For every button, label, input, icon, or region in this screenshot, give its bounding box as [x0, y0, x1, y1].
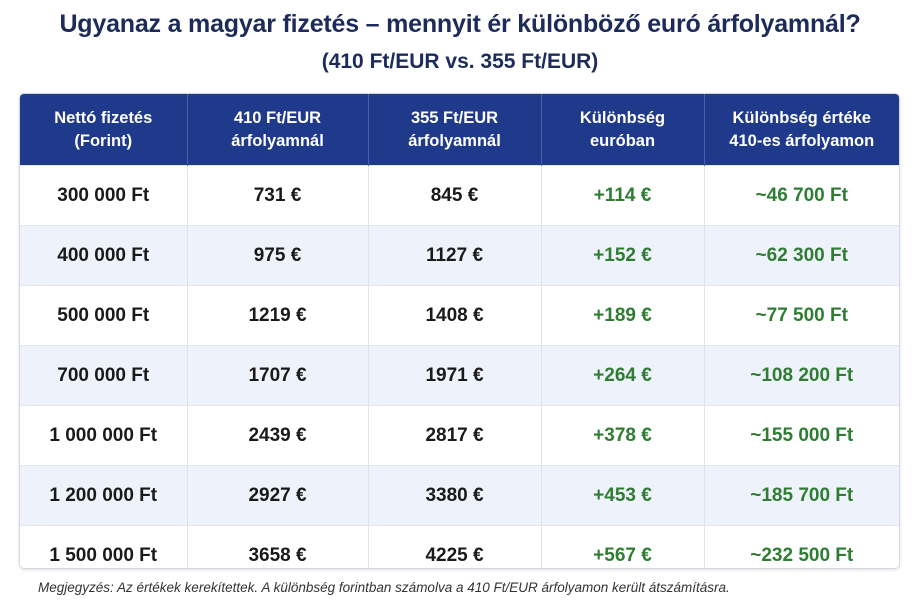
header-line: Nettó fizetés	[54, 108, 153, 127]
cell-net-salary: 500 000 Ft	[20, 285, 188, 346]
cell-diff-eur: +567 €	[541, 525, 705, 568]
table-row: 1 200 000 Ft 2927 € 3380 € +453 € ~185 7…	[20, 465, 899, 526]
cell-eur-410: 2927 €	[187, 465, 369, 526]
cell-eur-410: 1707 €	[187, 345, 369, 406]
cell-eur-355: 2817 €	[368, 405, 542, 466]
header-row: Nettó fizetés (Forint) 410 Ft/EUR árfoly…	[20, 94, 899, 166]
cell-eur-410: 731 €	[187, 165, 369, 226]
cell-diff-huf: ~232 500 Ft	[704, 525, 899, 568]
cell-net-salary: 700 000 Ft	[20, 345, 188, 406]
header-diff-huf: Különbség értéke 410-es árfolyamon	[704, 94, 899, 166]
cell-diff-huf: ~155 000 Ft	[704, 405, 899, 466]
cell-eur-410: 3658 €	[187, 525, 369, 568]
cell-diff-eur: +453 €	[541, 465, 705, 526]
cell-diff-eur: +189 €	[541, 285, 705, 346]
cell-diff-eur: +264 €	[541, 345, 705, 406]
header-line: 355 Ft/EUR	[410, 108, 499, 127]
table-row: 700 000 Ft 1707 € 1971 € +264 € ~108 200…	[20, 345, 899, 406]
table-row: 400 000 Ft 975 € 1127 € +152 € ~62 300 F…	[20, 225, 899, 286]
cell-eur-410: 2439 €	[187, 405, 369, 466]
cell-diff-eur: +152 €	[541, 225, 705, 286]
cell-diff-huf: ~185 700 Ft	[704, 465, 899, 526]
table-body: 300 000 Ft 731 € 845 € +114 € ~46 700 Ft…	[20, 165, 899, 568]
cell-net-salary: 300 000 Ft	[20, 165, 188, 226]
table-row: 500 000 Ft 1219 € 1408 € +189 € ~77 500 …	[20, 285, 899, 346]
header-line: 410-es árfolyamon	[729, 131, 875, 150]
page-title: Ugyanaz a magyar fizetés – mennyit ér kü…	[59, 10, 861, 38]
footnote: Megjegyzés: Az értékek kerekítettek. A k…	[38, 580, 730, 595]
cell-diff-huf: ~62 300 Ft	[704, 225, 899, 286]
cell-diff-huf: ~77 500 Ft	[704, 285, 899, 346]
header-line: árfolyamnál	[231, 131, 324, 150]
cell-net-salary: 1 000 000 Ft	[20, 405, 188, 466]
table-row: 1 000 000 Ft 2439 € 2817 € +378 € ~155 0…	[20, 405, 899, 466]
header-line: árfolyamnál	[408, 131, 501, 150]
cell-net-salary: 1 500 000 Ft	[20, 525, 188, 568]
cell-eur-355: 3380 €	[368, 465, 542, 526]
table-header: Nettó fizetés (Forint) 410 Ft/EUR árfoly…	[20, 94, 899, 166]
header-rate-355: 355 Ft/EUR árfolyamnál	[368, 94, 542, 166]
cell-diff-eur: +114 €	[541, 165, 705, 226]
cell-eur-355: 845 €	[368, 165, 542, 226]
cell-diff-huf: ~46 700 Ft	[704, 165, 899, 226]
cell-eur-410: 1219 €	[187, 285, 369, 346]
cell-eur-355: 1971 €	[368, 345, 542, 406]
header-line: 410 Ft/EUR	[233, 108, 322, 127]
cell-eur-355: 4225 €	[368, 525, 542, 568]
cell-eur-410: 975 €	[187, 225, 369, 286]
cell-diff-eur: +378 €	[541, 405, 705, 466]
header-line: euróban	[589, 131, 656, 150]
salary-table: Nettó fizetés (Forint) 410 Ft/EUR árfoly…	[20, 94, 899, 568]
header-line: Különbség	[579, 108, 666, 127]
salary-table-container: Nettó fizetés (Forint) 410 Ft/EUR árfoly…	[19, 93, 900, 569]
cell-diff-huf: ~108 200 Ft	[704, 345, 899, 406]
page-subtitle: (410 Ft/EUR vs. 355 Ft/EUR)	[321, 50, 599, 73]
table-row: 300 000 Ft 731 € 845 € +114 € ~46 700 Ft	[20, 165, 899, 226]
cell-eur-355: 1127 €	[368, 225, 542, 286]
header-line: Különbség értéke	[732, 108, 871, 127]
header-line: (Forint)	[74, 131, 133, 150]
cell-eur-355: 1408 €	[368, 285, 542, 346]
header-rate-410: 410 Ft/EUR árfolyamnál	[187, 94, 369, 166]
cell-net-salary: 400 000 Ft	[20, 225, 188, 286]
header-diff-eur: Különbség euróban	[541, 94, 705, 166]
cell-net-salary: 1 200 000 Ft	[20, 465, 188, 526]
header-net-salary: Nettó fizetés (Forint)	[20, 94, 188, 166]
table-row: 1 500 000 Ft 3658 € 4225 € +567 € ~232 5…	[20, 525, 899, 568]
